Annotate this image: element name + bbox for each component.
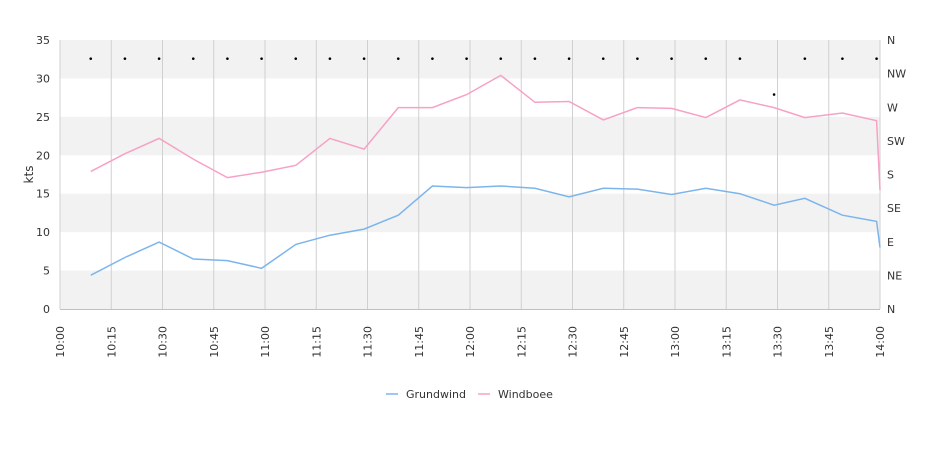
- y-tick-label: 15: [36, 188, 50, 201]
- x-tick-label: 12:30: [567, 326, 580, 358]
- direction-label: N: [887, 303, 895, 316]
- x-tick-label: 13:15: [720, 326, 733, 358]
- x-tick-label: 11:00: [259, 326, 272, 358]
- direction-point: [260, 57, 263, 60]
- direction-point: [841, 57, 844, 60]
- x-tick-label: 10:45: [208, 326, 221, 358]
- direction-point: [772, 93, 776, 96]
- y-tick-label: 35: [36, 34, 50, 47]
- x-tick-label: 10:15: [105, 326, 118, 358]
- direction-point: [465, 57, 468, 60]
- direction-point: [704, 57, 708, 60]
- y-tick-label: 0: [43, 303, 50, 316]
- series-line-0: [90, 185, 881, 276]
- y-tick-label: 10: [36, 226, 50, 239]
- x-tick-label: 12:45: [618, 326, 631, 358]
- direction-label: SE: [887, 202, 901, 215]
- direction-point: [123, 57, 127, 60]
- direction-label: S: [887, 169, 894, 182]
- x-tick-label: 12:15: [515, 326, 528, 358]
- x-tick-label: 14:00: [874, 326, 887, 358]
- x-tick-label: 11:45: [413, 326, 426, 358]
- direction-label: N: [887, 34, 895, 47]
- direction-point: [362, 57, 366, 60]
- direction-point: [396, 57, 400, 60]
- y-tick-label: 20: [36, 149, 50, 162]
- x-tick-label: 12:00: [464, 326, 477, 358]
- direction-point: [738, 57, 742, 60]
- direction-label: NE: [887, 269, 902, 282]
- x-tick-label: 10:30: [157, 326, 170, 358]
- direction-point: [328, 57, 332, 60]
- direction-point: [431, 57, 434, 60]
- direction-point: [636, 57, 639, 60]
- x-tick-label: 13:45: [823, 326, 836, 358]
- x-tick-label: 11:15: [310, 326, 323, 358]
- direction-label: SW: [887, 135, 905, 148]
- x-tick-label: 13:30: [772, 326, 785, 358]
- x-tick-label: 11:30: [362, 326, 375, 358]
- direction-point: [533, 57, 537, 60]
- x-tick-label: 13:00: [669, 326, 682, 358]
- y-tick-label: 5: [43, 265, 50, 278]
- direction-point: [157, 57, 161, 60]
- direction-point: [89, 57, 93, 60]
- x-tick-label: 10:00: [54, 326, 67, 358]
- y-tick-label: 30: [36, 72, 50, 85]
- direction-point: [670, 57, 673, 60]
- series-line-1: [90, 74, 881, 190]
- y-axis-title: kts: [22, 166, 36, 184]
- direction-label: E: [887, 236, 894, 249]
- direction-point: [601, 57, 605, 60]
- direction-point: [567, 57, 571, 60]
- direction-point: [875, 57, 878, 60]
- direction-point: [499, 57, 503, 60]
- direction-point: [294, 57, 298, 60]
- direction-label: W: [887, 101, 898, 114]
- direction-point: [191, 57, 195, 60]
- y-tick-label: 25: [36, 111, 50, 124]
- legend-label: Grundwind: [406, 388, 466, 401]
- legend-label: Windboee: [498, 388, 553, 401]
- direction-label: NW: [887, 68, 906, 81]
- direction-point: [226, 57, 229, 60]
- direction-point: [803, 57, 807, 60]
